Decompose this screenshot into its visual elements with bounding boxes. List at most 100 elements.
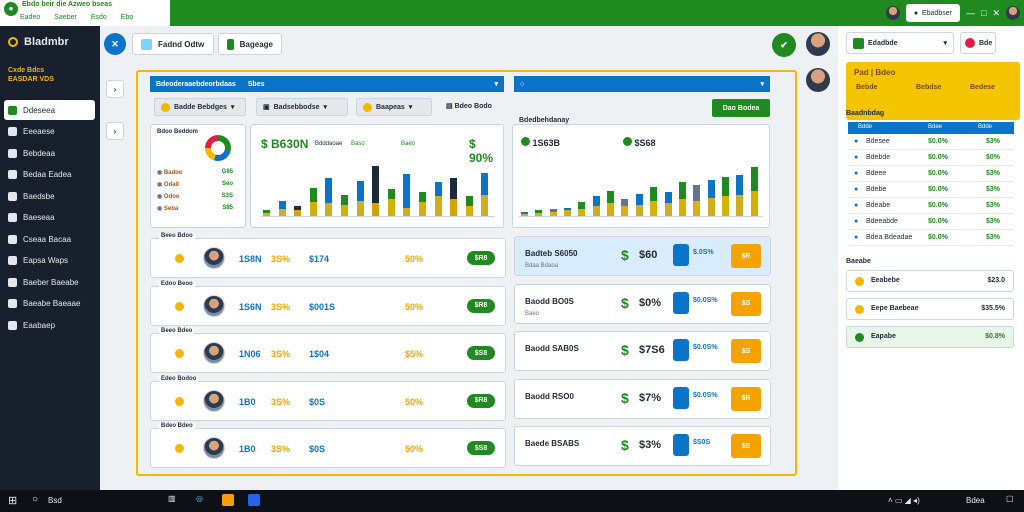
sidebar-item[interactable]: Eeeaese: [4, 122, 95, 142]
card-badge[interactable]: $S: [731, 434, 761, 458]
nav-item[interactable]: Eadeo: [20, 14, 41, 21]
card-badge[interactable]: $S: [731, 291, 761, 316]
table-row[interactable]: ● Bdeabe $0.0% $3%: [848, 199, 1014, 214]
search-icon[interactable]: ○: [32, 494, 39, 505]
row-value: 3S%: [271, 349, 291, 359]
stat-card[interactable]: Baede BSABS $ $3% $S0S $S: [514, 426, 771, 466]
sidebar-item[interactable]: Cseaa Bacaa: [4, 229, 95, 249]
sidebar-item[interactable]: Eapsa Waps: [4, 251, 95, 271]
top-nav: Eadeo Saeber Esdo Ebo: [20, 14, 133, 21]
card-sub: Bdaa Bdaoa: [525, 263, 559, 269]
stat-card[interactable]: Baodd SAB0S $ $7S6 $0.0S% $S: [514, 331, 771, 371]
browser-tab[interactable]: ● Ebdo beir die Azweo bseas Eadeo Saeber…: [0, 0, 170, 26]
sidebar-item[interactable]: Bebdeaa: [4, 143, 95, 163]
avatar[interactable]: [806, 32, 830, 56]
expand-button[interactable]: ›: [106, 122, 124, 140]
stat-card[interactable]: Baodd BO0S Baeo $ $0% $0.0S% $S: [514, 283, 771, 324]
close-icon[interactable]: ✕: [992, 7, 1000, 18]
chart-bar-secondary: [325, 203, 333, 216]
sidebar: Bladmbr Cxde Bdcs EASDAR VDS Ddeseea Eeea…: [0, 26, 100, 490]
table-row[interactable]: Beeo Bdoo 1S8N 3S% $174 50% $R8: [150, 233, 506, 278]
stat-label: Bdddaoae: [315, 141, 343, 147]
row-action-button[interactable]: $S8: [467, 346, 495, 360]
table-row[interactable]: Edoo Beoo 1S6N 3S% $001S 50% $R8: [150, 280, 506, 326]
document-icon: [141, 38, 152, 50]
table-row[interactable]: Bdeo Bdeo 1B0 3S% $0S 50% $S8: [150, 423, 506, 468]
chevron-down-icon[interactable]: ▾: [760, 81, 764, 88]
app-icon[interactable]: [222, 494, 234, 506]
row-action-button[interactable]: $R8: [467, 251, 495, 265]
maximize-icon[interactable]: □: [981, 8, 987, 18]
row-action-button[interactable]: $R8: [467, 393, 495, 408]
row-action-button[interactable]: $S8: [467, 441, 495, 455]
table-row[interactable]: ● Bdeeabde $0.0% $3%: [848, 215, 1014, 230]
sidebar-subbrand: Cxde Bdcs EASDAR VDS: [8, 67, 54, 83]
filter-dropdown-1[interactable]: Badde Bebdges ▾: [154, 98, 246, 116]
table-row[interactable]: Beeo Bdeo 1N06 3S% 1$04 $5% $S8: [150, 328, 506, 373]
dot-icon: ◉: [157, 206, 163, 212]
stat-card[interactable]: Baodd RSO0 $ $7% $0.0S% $R: [514, 378, 771, 419]
table-row[interactable]: ● Bdesee $0.0% $3%: [848, 135, 1014, 150]
dot-icon: ◉: [157, 194, 163, 200]
table-row[interactable]: ● Bdeee $0.0% $3%: [848, 167, 1014, 182]
chart-bar-secondary: [650, 200, 658, 216]
row-action-button[interactable]: $R8: [467, 298, 495, 313]
card-value: $3%: [639, 439, 662, 451]
card-badge[interactable]: $R: [731, 386, 761, 411]
avatar: [203, 342, 225, 364]
table-row[interactable]: ● Bdea Bdeadae $0.0% $3%: [848, 231, 1014, 246]
page-button[interactable]: Bageage: [218, 33, 282, 55]
card-badge[interactable]: $R: [731, 244, 761, 268]
sidebar-item[interactable]: Baeseaa: [4, 208, 95, 228]
summary-row[interactable]: Eapabe $0.8%: [846, 326, 1014, 348]
avatar[interactable]: [1006, 6, 1020, 20]
tray-icons[interactable]: ˄ ▭ ◢ ◂): [888, 496, 920, 505]
sidebar-item[interactable]: Bedaa Eadea: [4, 165, 95, 185]
menu-button[interactable]: ✕: [104, 33, 126, 55]
card-meta: $0.0S%: [693, 391, 718, 399]
sidebar-item[interactable]: Baedsbe: [4, 186, 95, 206]
collapse-button[interactable]: ›: [106, 80, 124, 98]
right-dropdown[interactable]: Edadbde ▾: [846, 32, 954, 54]
highlight-card[interactable]: Pad | Bdeo Bebde Bebdse Bedese: [846, 62, 1020, 120]
chart-bar-secondary: [635, 204, 643, 216]
account-pill[interactable]: ● Ebadbser: [905, 4, 961, 22]
nav-item[interactable]: Esdo: [90, 14, 107, 21]
taskview-icon[interactable]: ▥: [168, 494, 176, 503]
filter-text[interactable]: ▤ Bdeo Bodo: [446, 103, 492, 110]
sidebar-item[interactable]: Baeabe Baeaae: [4, 294, 95, 314]
table-row[interactable]: ● Bdebde $0.0% $0%: [848, 151, 1014, 166]
table-row[interactable]: Edeo Bodoo 1B0 3S% $0S 50% $R8: [150, 375, 506, 421]
nav-item[interactable]: Ebo: [120, 14, 134, 21]
fund-button[interactable]: Fadnd Odtw: [132, 33, 214, 55]
filter-dropdown-3[interactable]: Baapeas ▾: [356, 98, 432, 116]
card-value: $7S6: [639, 344, 665, 356]
row-value: 1B0: [239, 396, 256, 407]
action-button[interactable]: Dao Bodea: [712, 99, 770, 117]
app-icon[interactable]: [248, 494, 260, 506]
summary-row[interactable]: Eepe Baebeae $35.5%: [846, 298, 1014, 320]
stat-card[interactable]: Badteb S6050 Bdaa Bdaoa $ $60 $.0S% $R: [514, 236, 771, 276]
sidebar-item[interactable]: Baeber Baeabe: [4, 272, 95, 292]
summary-row[interactable]: Eeabebe $23.0: [846, 270, 1014, 292]
sidebar-item-label: Baedsbe: [23, 191, 55, 201]
windows-icon[interactable]: ⊞: [8, 495, 18, 507]
card-badge[interactable]: $S: [731, 339, 761, 363]
chart-bar-secondary: [465, 206, 473, 216]
filter-dropdown-2[interactable]: ▣ Badsebbodse ▾: [256, 98, 348, 116]
table-row[interactable]: ● Bdebe $0.0% $3%: [848, 183, 1014, 198]
avatar[interactable]: [806, 68, 830, 92]
minimize-icon[interactable]: —: [966, 8, 976, 18]
sidebar-item[interactable]: Eaabaep: [4, 315, 95, 335]
search-input[interactable]: Bsd: [48, 496, 62, 505]
edge-icon[interactable]: ◎: [196, 494, 203, 503]
check-button[interactable]: ✔: [772, 33, 796, 57]
chevron-down-icon[interactable]: ▾: [494, 81, 498, 88]
red-button[interactable]: Bde: [960, 32, 996, 54]
coin-icon: [855, 277, 864, 286]
notification-icon[interactable]: ▢: [1006, 494, 1014, 503]
coin-icon: [175, 444, 184, 453]
sidebar-item[interactable]: Ddeseea: [4, 100, 95, 120]
nav-item[interactable]: Saeber: [54, 14, 77, 21]
avatar[interactable]: [885, 6, 900, 20]
